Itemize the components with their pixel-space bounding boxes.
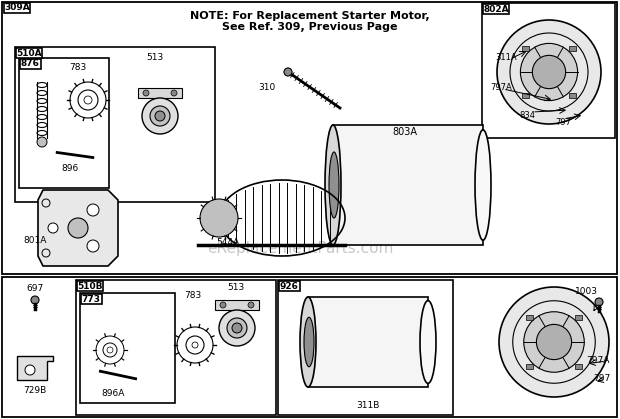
Bar — [20, 59, 40, 69]
Text: 797A: 797A — [490, 83, 511, 93]
Circle shape — [536, 324, 572, 360]
Bar — [215, 300, 259, 310]
Text: 926: 926 — [280, 282, 299, 290]
Bar — [80, 293, 175, 403]
Text: See Ref. 309, Previous Page: See Ref. 309, Previous Page — [222, 22, 398, 32]
Bar — [522, 46, 529, 51]
Ellipse shape — [420, 300, 436, 383]
Ellipse shape — [300, 297, 316, 387]
Circle shape — [48, 223, 58, 233]
Text: 773: 773 — [82, 295, 100, 303]
Circle shape — [25, 365, 35, 375]
Bar — [522, 93, 529, 98]
Text: 783: 783 — [184, 290, 202, 300]
Text: 311B: 311B — [356, 401, 379, 409]
Bar — [308, 297, 428, 387]
Circle shape — [520, 44, 578, 101]
Text: NOTE: For Replacement Starter Motor,: NOTE: For Replacement Starter Motor, — [190, 11, 430, 21]
Bar — [526, 365, 533, 370]
Text: 876: 876 — [21, 59, 40, 68]
Bar — [76, 280, 276, 415]
Text: 544A: 544A — [216, 238, 239, 246]
Circle shape — [248, 302, 254, 308]
Ellipse shape — [155, 111, 165, 121]
Text: 803A: 803A — [392, 127, 417, 137]
Bar — [569, 46, 576, 51]
Bar — [4, 3, 30, 13]
Text: 309A: 309A — [4, 3, 30, 13]
Text: 513: 513 — [146, 52, 164, 62]
Bar — [482, 3, 615, 138]
Text: 834: 834 — [519, 111, 535, 119]
Circle shape — [171, 90, 177, 96]
Bar — [138, 88, 182, 98]
Bar — [16, 48, 42, 58]
Bar — [483, 4, 509, 14]
Circle shape — [87, 240, 99, 252]
Text: 510B: 510B — [78, 282, 103, 290]
Polygon shape — [38, 190, 118, 266]
Text: 510A: 510A — [16, 49, 42, 57]
Ellipse shape — [232, 323, 242, 333]
Circle shape — [143, 90, 149, 96]
Bar — [333, 125, 483, 245]
Text: 311A: 311A — [495, 54, 516, 62]
Bar — [15, 47, 215, 202]
Ellipse shape — [219, 310, 255, 346]
Circle shape — [37, 137, 47, 147]
Bar — [2, 277, 617, 417]
Bar — [19, 58, 109, 188]
Bar — [569, 93, 576, 98]
Bar — [279, 281, 299, 291]
Text: 896: 896 — [61, 163, 79, 173]
Text: 801A: 801A — [24, 235, 46, 245]
Ellipse shape — [325, 125, 341, 245]
Text: 1003: 1003 — [575, 287, 598, 295]
Circle shape — [595, 298, 603, 306]
Text: 802A: 802A — [483, 5, 509, 13]
Text: 310: 310 — [259, 83, 276, 93]
Circle shape — [284, 68, 292, 76]
Circle shape — [497, 20, 601, 124]
Text: 797A: 797A — [587, 355, 610, 365]
Bar — [278, 280, 453, 415]
Text: 896A: 896A — [101, 388, 125, 398]
Bar — [526, 315, 533, 320]
Circle shape — [533, 55, 565, 89]
Bar — [575, 315, 582, 320]
Circle shape — [524, 312, 584, 372]
Bar — [575, 365, 582, 370]
Circle shape — [87, 204, 99, 216]
Circle shape — [220, 302, 226, 308]
Ellipse shape — [142, 98, 178, 134]
Circle shape — [200, 199, 238, 237]
Text: 697: 697 — [27, 284, 43, 292]
Ellipse shape — [227, 318, 247, 338]
Text: 797: 797 — [555, 117, 571, 127]
Text: eReplacementParts.com: eReplacementParts.com — [207, 241, 393, 256]
Text: 513: 513 — [228, 282, 245, 292]
Circle shape — [68, 218, 88, 238]
Ellipse shape — [475, 130, 491, 240]
Ellipse shape — [329, 152, 339, 218]
Text: 783: 783 — [69, 64, 87, 72]
Bar — [77, 281, 103, 291]
Ellipse shape — [304, 317, 314, 367]
Circle shape — [499, 287, 609, 397]
Bar — [2, 2, 617, 274]
Ellipse shape — [150, 106, 170, 126]
Bar — [81, 294, 102, 304]
Polygon shape — [17, 356, 53, 380]
Text: 729B: 729B — [24, 385, 46, 395]
Text: 797: 797 — [593, 373, 610, 383]
Circle shape — [31, 296, 39, 304]
